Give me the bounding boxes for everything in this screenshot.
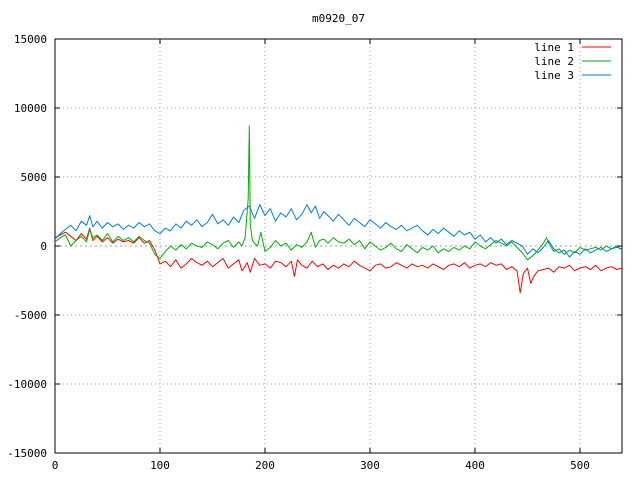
- y-tick-label: -5000: [14, 309, 47, 322]
- series-lines: [54, 125, 623, 294]
- y-tick-label: 10000: [14, 102, 47, 115]
- x-tick-label: 300: [360, 459, 380, 472]
- y-tick-label: 15000: [14, 33, 47, 46]
- x-tick-label: 200: [255, 459, 275, 472]
- legend-label: line 1: [534, 41, 574, 54]
- legend-label: line 2: [534, 55, 574, 68]
- chart-title: m0920_07: [312, 12, 365, 25]
- series-line-1: [54, 227, 623, 294]
- x-tick-label: 0: [52, 459, 59, 472]
- series-line-2: [54, 125, 623, 261]
- y-tick-label: -15000: [7, 447, 47, 460]
- series-line-3: [54, 204, 623, 258]
- grid-lines: [55, 39, 622, 453]
- legend-label: line 3: [534, 69, 574, 82]
- y-tick-label: -10000: [7, 378, 47, 391]
- x-tick-label: 100: [150, 459, 170, 472]
- axis-ticks: 0 100 200 300 400 500 -15000 -10000 -5000 0 5000 10…: [7, 33, 622, 472]
- x-tick-label: 400: [465, 459, 485, 472]
- y-tick-label: 0: [40, 240, 47, 253]
- x-tick-label: 500: [570, 459, 590, 472]
- y-tick-label: 5000: [21, 171, 48, 184]
